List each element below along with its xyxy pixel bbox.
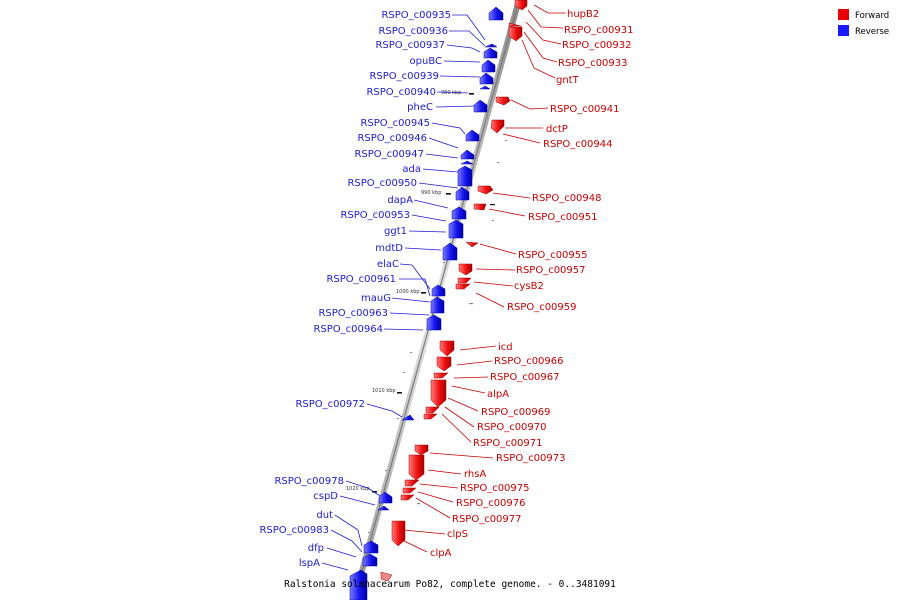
reverse-gene-label[interactable]: lspA bbox=[299, 558, 320, 569]
scale-marker-1010: 1010 kbp bbox=[372, 388, 402, 394]
forward-gene-label[interactable]: RSPO_c00967 bbox=[490, 372, 560, 383]
forward-gene-label[interactable]: alpA bbox=[487, 389, 509, 400]
scale-label: 990 kbp bbox=[421, 190, 441, 196]
scale-label: 1010 kbp bbox=[372, 388, 396, 394]
forward-gene-label[interactable]: RSPO_c00944 bbox=[543, 139, 613, 150]
genome-caption: Ralstonia solanacearum Po82, complete ge… bbox=[284, 579, 616, 590]
reverse-gene-label[interactable]: RSPO_c00935 bbox=[381, 10, 451, 21]
reverse-gene-label[interactable]: cspD bbox=[313, 491, 338, 502]
forward-gene-label[interactable]: RSPO_c00977 bbox=[452, 514, 522, 525]
reverse-gene-label[interactable]: RSPO_c00964 bbox=[313, 324, 383, 335]
reverse-gene-label[interactable]: pheC bbox=[407, 102, 433, 113]
scale-label: 1020 kbp bbox=[346, 486, 370, 492]
scale-markers: 980 kbp 990 kbp 1000 kbp 1010 kbp 1020 k… bbox=[346, 90, 474, 493]
reverse-gene-label[interactable]: mauG bbox=[361, 293, 391, 304]
reverse-gene-label[interactable]: RSPO_c00946 bbox=[357, 133, 427, 144]
forward-gene-label[interactable]: RSPO_c00970 bbox=[477, 422, 547, 433]
reverse-gene-label[interactable]: dfp bbox=[308, 543, 324, 554]
forward-gene-label[interactable]: gntT bbox=[556, 75, 580, 86]
forward-gene-labels: hupB2 RSPO_c00931 RSPO_c00932 RSPO_c0093… bbox=[430, 9, 634, 559]
reverse-gene-label[interactable]: RSPO_c00936 bbox=[378, 26, 448, 37]
reverse-gene-label[interactable]: mdtD bbox=[375, 243, 403, 254]
forward-strand-features bbox=[380, 0, 566, 582]
forward-gene-label[interactable]: clpS bbox=[447, 529, 468, 540]
scale-label: 980 kbp bbox=[441, 90, 461, 96]
forward-gene-label[interactable]: dctP bbox=[546, 124, 568, 135]
forward-gene-label[interactable]: cysB2 bbox=[514, 281, 544, 292]
scale-marker-990: 990 kbp bbox=[421, 190, 451, 196]
scale-marker-1020: 1020 kbp bbox=[346, 486, 377, 493]
forward-gene-label[interactable]: RSPO_c00931 bbox=[564, 25, 634, 36]
forward-gene-label[interactable]: RSPO_c00976 bbox=[456, 498, 526, 509]
forward-gene-label[interactable]: clpA bbox=[430, 548, 452, 559]
reverse-gene-label[interactable]: ada bbox=[402, 164, 421, 175]
reverse-gene-label[interactable]: RSPO_c00945 bbox=[360, 118, 430, 129]
forward-gene-label[interactable]: icd bbox=[498, 342, 513, 353]
forward-gene-label[interactable]: RSPO_c00933 bbox=[558, 58, 628, 69]
forward-gene-label[interactable]: RSPO_c00959 bbox=[507, 302, 577, 313]
forward-gene-label[interactable]: RSPO_c00951 bbox=[528, 212, 598, 223]
legend-reverse-swatch bbox=[838, 25, 849, 36]
reverse-gene-label[interactable]: RSPO_c00953 bbox=[340, 210, 410, 221]
scale-marker-980: 980 kbp bbox=[441, 90, 474, 96]
reverse-gene-label[interactable]: RSPO_c00963 bbox=[318, 308, 388, 319]
reverse-strand-features bbox=[321, 6, 504, 600]
forward-gene-label[interactable]: RSPO_c00941 bbox=[550, 104, 620, 115]
reverse-gene-labels: RSPO_c00935 RSPO_c00936 RSPO_c00937 opuB… bbox=[259, 10, 451, 569]
scale-marker-1000: 1000 kbp bbox=[396, 289, 426, 295]
forward-gene-label[interactable]: RSPO_c00957 bbox=[516, 265, 586, 276]
reverse-gene-label[interactable]: RSPO_c00972 bbox=[295, 399, 365, 410]
reverse-gene-label[interactable]: RSPO_c00950 bbox=[347, 178, 417, 189]
legend-forward-label: Forward bbox=[855, 11, 889, 21]
strand-legend: Forward Reverse bbox=[838, 9, 889, 37]
forward-gene-label[interactable]: RSPO_c00955 bbox=[518, 250, 588, 261]
reverse-gene-label[interactable]: ggt1 bbox=[384, 226, 407, 237]
reverse-gene-label[interactable]: opuBC bbox=[410, 56, 442, 67]
reverse-gene-label[interactable]: RSPO_c00961 bbox=[326, 274, 396, 285]
reverse-gene-label[interactable]: RSPO_c00947 bbox=[354, 149, 424, 160]
reverse-gene-label[interactable]: dut bbox=[316, 510, 333, 521]
reverse-gene-label[interactable]: elaC bbox=[377, 259, 399, 270]
forward-gene-label[interactable]: rhsA bbox=[464, 469, 486, 480]
reverse-gene-label[interactable]: RSPO_c00978 bbox=[274, 476, 344, 487]
reverse-gene-label[interactable]: RSPO_c00939 bbox=[369, 71, 439, 82]
forward-gene-label[interactable]: RSPO_c00932 bbox=[562, 40, 632, 51]
scale-label: 1000 kbp bbox=[396, 289, 420, 295]
forward-gene-label[interactable]: hupB2 bbox=[567, 9, 599, 20]
reverse-gene-label[interactable]: dapA bbox=[387, 195, 413, 206]
reverse-gene-label[interactable]: RSPO_c00937 bbox=[375, 40, 445, 51]
forward-gene-label[interactable]: RSPO_c00948 bbox=[532, 193, 602, 204]
forward-gene-label[interactable]: RSPO_c00975 bbox=[460, 483, 530, 494]
forward-gene-label[interactable]: RSPO_c00969 bbox=[481, 407, 551, 418]
reverse-gene-label[interactable]: RSPO_c00940 bbox=[366, 87, 436, 98]
legend-reverse-label: Reverse bbox=[855, 27, 889, 37]
forward-gene-label[interactable]: RSPO_c00973 bbox=[496, 453, 566, 464]
reverse-gene-label[interactable]: RSPO_c00983 bbox=[259, 525, 329, 536]
legend-forward-swatch bbox=[838, 9, 849, 20]
forward-gene-label[interactable]: RSPO_c00966 bbox=[494, 356, 564, 367]
forward-gene-label[interactable]: RSPO_c00971 bbox=[473, 438, 543, 449]
